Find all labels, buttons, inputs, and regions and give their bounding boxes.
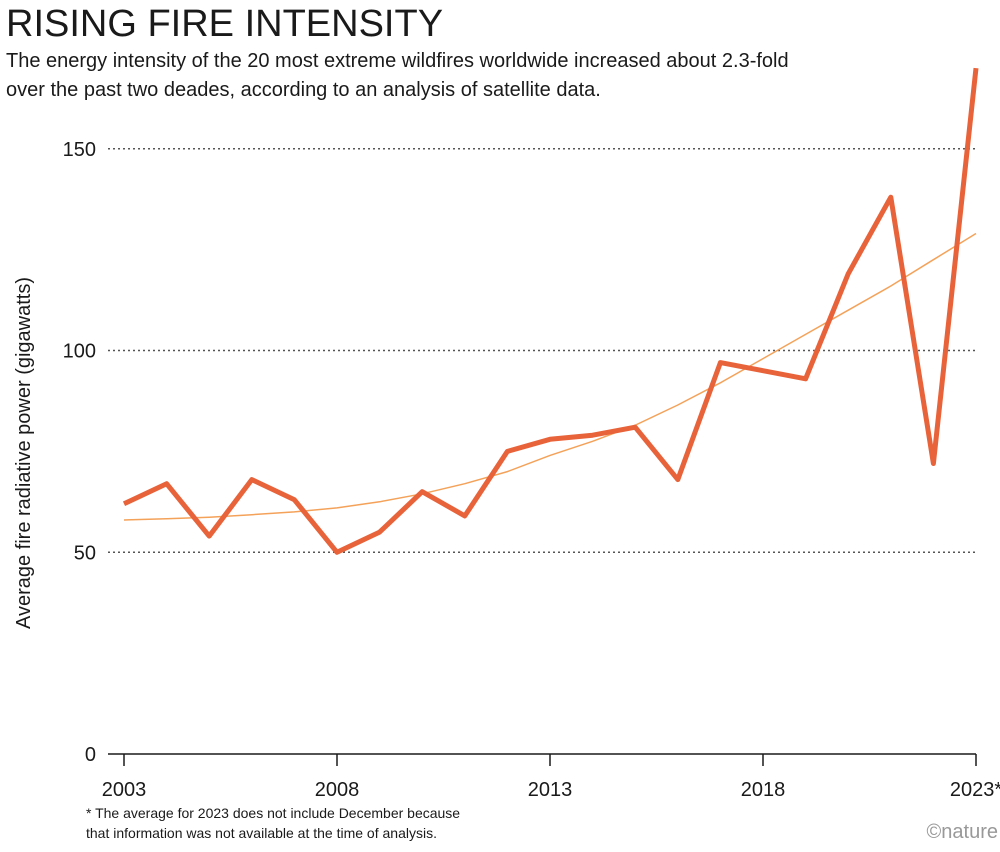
y-tick-label: 100 <box>63 341 96 363</box>
x-tick-label: 2018 <box>741 779 786 801</box>
trend-line <box>123 232 977 521</box>
y-axis-label: Average fire radiative power (gigawatts) <box>13 277 35 629</box>
footnote: * The average for 2023 does not include … <box>86 805 460 821</box>
data-line <box>122 67 979 555</box>
x-tick-label: 2008 <box>315 779 360 801</box>
x-tick-label: 2023* <box>950 779 1000 801</box>
y-tick-label: 0 <box>85 744 96 766</box>
y-tick-label: 150 <box>63 139 96 161</box>
footnote: that information was not available at th… <box>86 825 437 841</box>
subtitle: The energy intensity of the 20 most extr… <box>6 50 789 72</box>
y-tick-label: 50 <box>74 542 96 564</box>
x-tick-label: 2003 <box>102 779 147 801</box>
chart-title: RISING FIRE INTENSITY <box>6 3 443 45</box>
credit: ©nature <box>927 821 998 843</box>
x-tick-label: 2013 <box>528 779 573 801</box>
subtitle: over the past two deades, according to a… <box>6 79 601 101</box>
